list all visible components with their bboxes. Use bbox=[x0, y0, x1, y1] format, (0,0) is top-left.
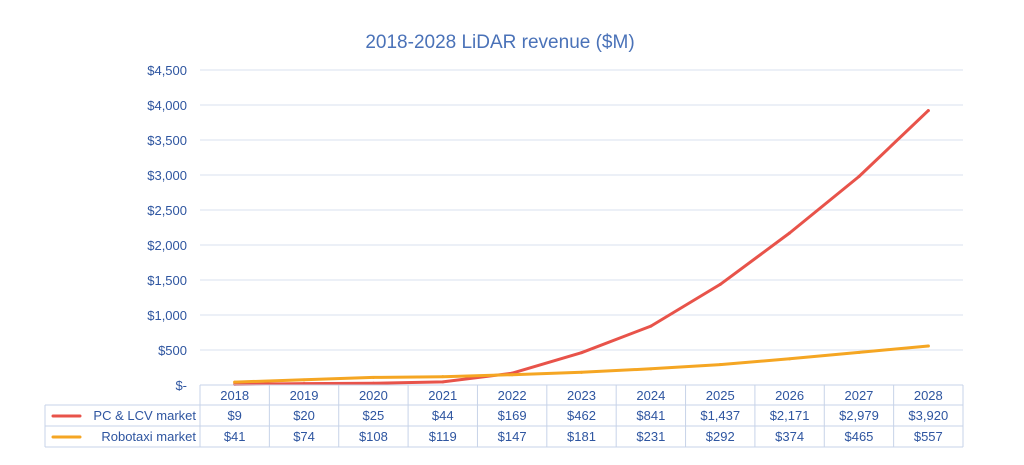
data-point bbox=[857, 174, 861, 178]
data-label: $25 bbox=[363, 408, 385, 423]
data-label: $841 bbox=[636, 408, 665, 423]
x-tick-label: 2021 bbox=[428, 388, 457, 403]
x-tick-label: 2026 bbox=[775, 388, 804, 403]
data-label: $41 bbox=[224, 429, 246, 444]
x-tick-label: 2028 bbox=[914, 388, 943, 403]
data-point bbox=[302, 382, 306, 386]
data-point bbox=[926, 109, 930, 113]
y-tick-label: $1,000 bbox=[147, 308, 187, 323]
x-tick-label: 2024 bbox=[636, 388, 665, 403]
data-point bbox=[718, 363, 722, 367]
data-label: $147 bbox=[498, 429, 527, 444]
y-tick-label: $2,500 bbox=[147, 203, 187, 218]
data-label: $374 bbox=[775, 429, 804, 444]
data-point bbox=[580, 351, 583, 355]
data-point bbox=[441, 380, 445, 384]
data-label: $2,979 bbox=[839, 408, 879, 423]
data-point bbox=[580, 370, 583, 374]
data-label: $119 bbox=[429, 429, 457, 444]
data-label: $181 bbox=[567, 429, 596, 444]
data-point bbox=[649, 324, 653, 328]
y-tick-label: $2,000 bbox=[147, 238, 187, 253]
y-tick-label: $1,500 bbox=[147, 273, 187, 288]
data-point bbox=[302, 378, 306, 382]
data-point bbox=[510, 373, 514, 377]
x-tick-label: 2025 bbox=[706, 388, 735, 403]
data-label: $1,437 bbox=[700, 408, 740, 423]
data-point bbox=[788, 357, 792, 361]
data-label: $2,171 bbox=[770, 408, 810, 423]
data-label: $557 bbox=[914, 429, 943, 444]
y-tick-label: $3,000 bbox=[147, 168, 187, 183]
y-tick-label: $500 bbox=[158, 343, 187, 358]
y-tick-label: $4,500 bbox=[147, 63, 187, 78]
data-label: $3,920 bbox=[908, 408, 948, 423]
data-label: $292 bbox=[706, 429, 735, 444]
x-tick-label: 2023 bbox=[567, 388, 596, 403]
data-label: $462 bbox=[567, 408, 596, 423]
chart-title: 2018-2028 LiDAR revenue ($M) bbox=[365, 32, 634, 53]
data-label: $74 bbox=[293, 429, 315, 444]
y-tick-label: $4,000 bbox=[147, 98, 187, 113]
x-tick-label: 2018 bbox=[220, 388, 249, 403]
legend-label: Robotaxi market bbox=[101, 429, 196, 444]
x-tick-label: 2027 bbox=[844, 388, 873, 403]
data-point bbox=[926, 344, 930, 348]
data-point bbox=[649, 367, 653, 371]
data-label: $108 bbox=[359, 429, 388, 444]
y-tick-label: $- bbox=[175, 378, 187, 393]
data-point bbox=[788, 231, 792, 235]
y-tick-label: $3,500 bbox=[147, 133, 187, 148]
data-label: $465 bbox=[844, 429, 873, 444]
x-tick-label: 2020 bbox=[359, 388, 388, 403]
data-point bbox=[371, 381, 375, 385]
data-point bbox=[718, 282, 722, 286]
data-label: $9 bbox=[227, 408, 241, 423]
series-line-0 bbox=[233, 109, 930, 386]
data-point bbox=[441, 375, 445, 379]
data-label: $44 bbox=[432, 408, 454, 423]
data-point bbox=[371, 375, 375, 379]
data-label: $20 bbox=[293, 408, 315, 423]
legend-label: PC & LCV market bbox=[93, 408, 196, 423]
data-point bbox=[233, 380, 237, 384]
data-point bbox=[857, 350, 861, 354]
x-tick-label: 2019 bbox=[290, 388, 319, 403]
data-label: $231 bbox=[636, 429, 665, 444]
x-tick-label: 2022 bbox=[498, 388, 527, 403]
data-label: $169 bbox=[498, 408, 527, 423]
